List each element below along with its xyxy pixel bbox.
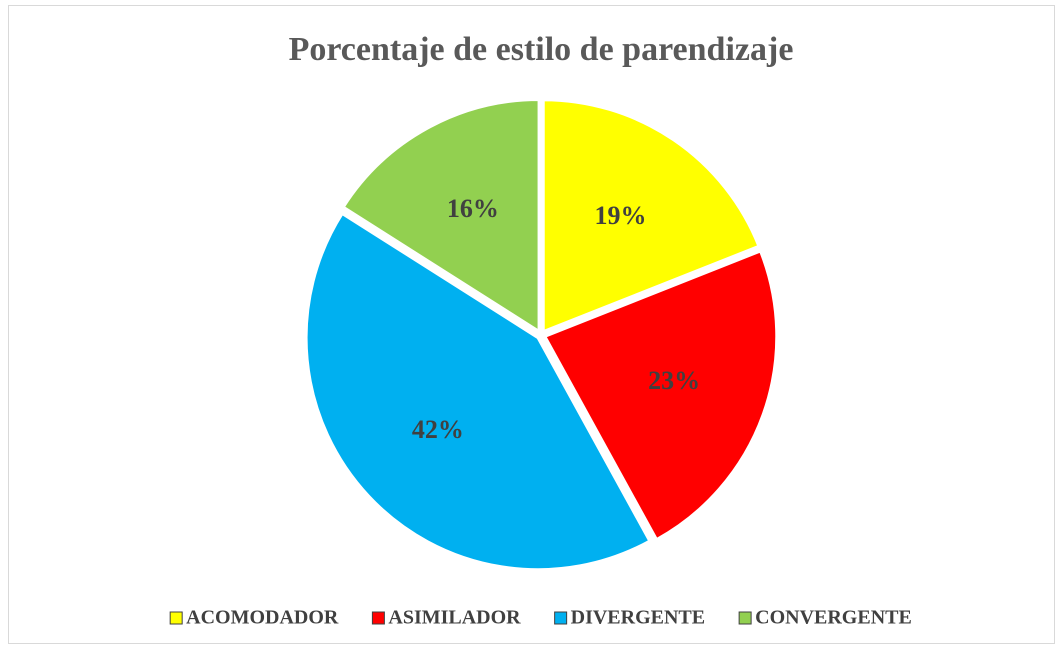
legend-swatch [554,611,568,625]
legend-swatch [371,611,385,625]
pie-slice [541,98,761,334]
legend-label: ASIMILADOR [388,607,521,629]
legend-label: CONVERGENTE [755,607,912,629]
pie-slice [341,97,541,335]
data-label: 42% [412,415,464,444]
legend-label: ACOMODADOR [186,607,339,629]
legend-label: DIVERGENTE [571,607,705,629]
legend-swatch [738,611,752,625]
pie-slice [542,249,779,542]
legend-swatch [169,611,183,625]
chart-title: Porcentaje de estilo de parendizaje [289,31,794,68]
data-label: 16% [447,194,499,223]
data-label: 23% [648,366,700,395]
data-label: 19% [595,201,647,230]
pie-slice [304,211,652,572]
